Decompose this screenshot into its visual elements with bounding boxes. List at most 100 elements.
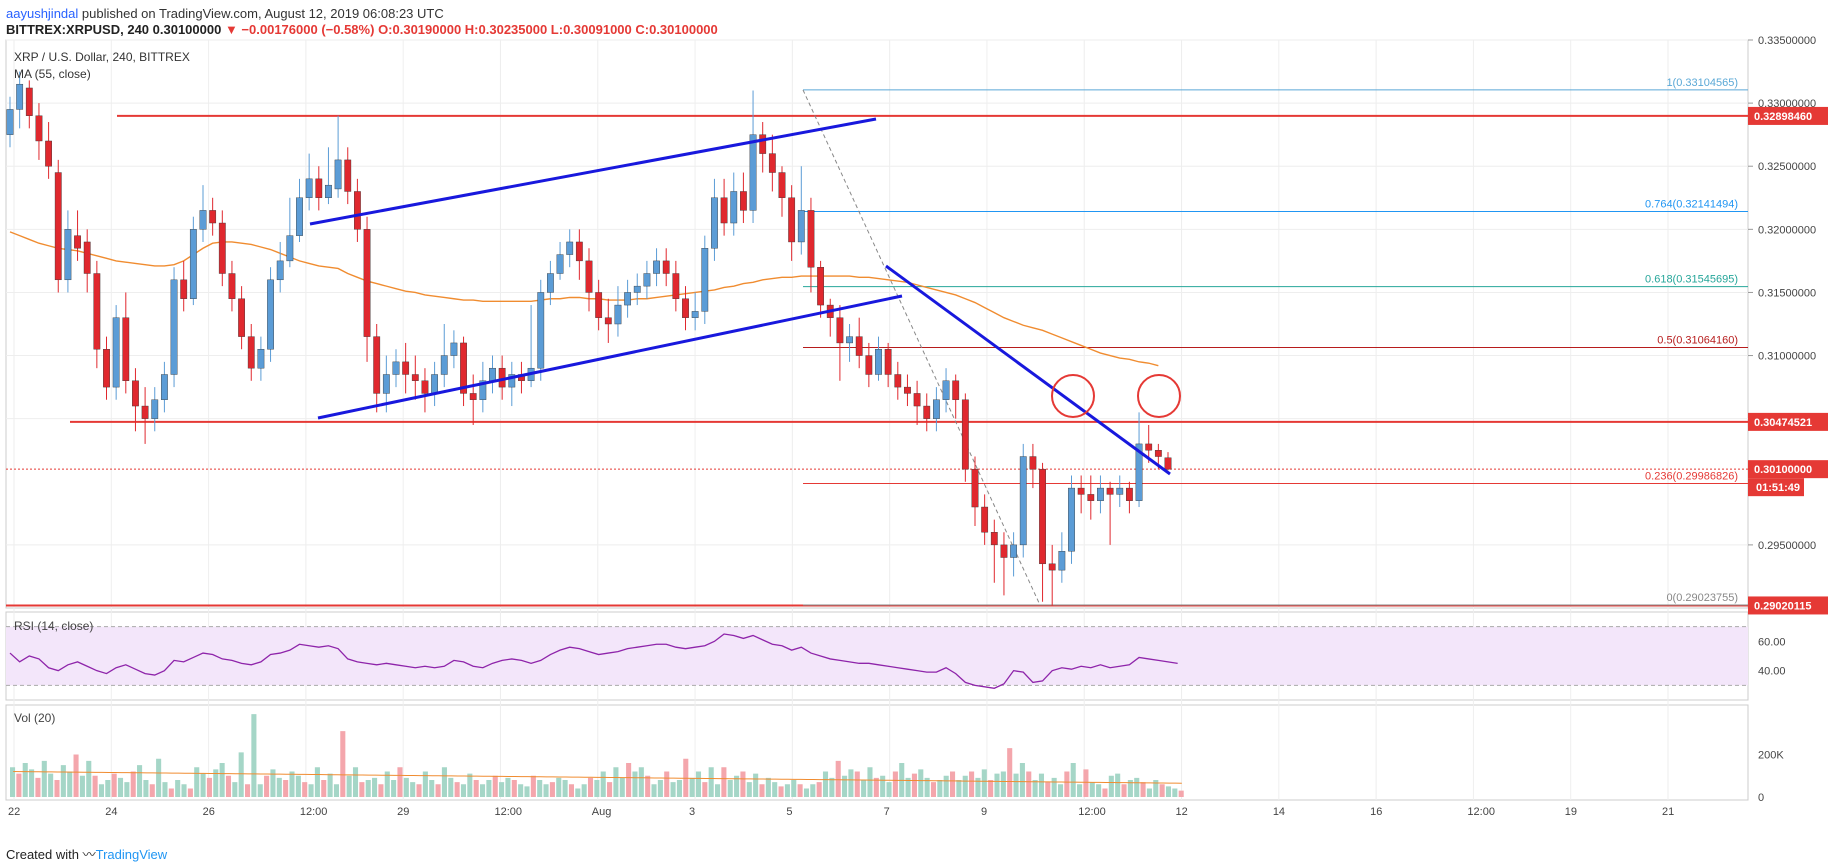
candle	[479, 361, 487, 413]
volume-bar	[784, 784, 790, 797]
x-tick-label: 24	[105, 806, 117, 818]
candle-body	[1077, 487, 1085, 495]
candle-body	[942, 380, 950, 400]
volume-bar	[740, 771, 746, 797]
volume-bar	[562, 780, 568, 797]
candle	[315, 166, 323, 211]
candle	[363, 216, 371, 362]
volume-bar	[130, 771, 136, 797]
candle	[875, 336, 882, 381]
volume-bar	[137, 765, 143, 797]
tradingview-brand[interactable]: TradingView	[95, 847, 168, 862]
candle-body	[305, 178, 313, 198]
candle	[575, 229, 583, 280]
candle	[469, 374, 477, 425]
volume-bar	[454, 782, 460, 797]
candle	[990, 519, 998, 583]
candle-body	[103, 349, 110, 388]
countdown-tag	[1748, 478, 1804, 497]
candle-body	[682, 298, 689, 318]
volume-bar	[1140, 782, 1146, 797]
candle-body	[1019, 456, 1027, 546]
candle-body	[354, 191, 361, 230]
candle	[460, 336, 467, 407]
candle-body	[971, 468, 979, 508]
candle	[633, 273, 641, 306]
volume-bar	[797, 784, 803, 797]
volume-bar	[524, 786, 530, 797]
x-tick-label: 5	[786, 806, 792, 818]
volume-bar	[187, 788, 193, 797]
volume-bar	[1013, 773, 1019, 797]
candle	[749, 90, 757, 224]
candle-body	[566, 241, 574, 255]
price-pane	[5, 39, 1749, 609]
candle	[276, 241, 284, 293]
candle-body	[537, 292, 545, 369]
candle	[720, 178, 728, 236]
volume-bar	[1121, 784, 1127, 797]
candle	[45, 122, 53, 179]
volume-bar	[480, 784, 486, 797]
volume-bar	[1026, 771, 1032, 797]
candle-body	[469, 393, 477, 400]
volume-tick-label: 0	[1758, 792, 1764, 804]
candle-body	[1087, 494, 1095, 501]
candle	[913, 380, 921, 425]
candle-body	[238, 298, 245, 337]
symbol-price: BITTREX:XRPUSD, 240 0.30100000	[6, 22, 222, 37]
candle-body	[865, 355, 873, 375]
candle	[228, 260, 236, 312]
candle-body	[35, 115, 43, 142]
volume-bar	[105, 780, 111, 797]
y-tick-label: 0.32500000	[1758, 161, 1816, 173]
candle	[740, 172, 747, 224]
volume-bar	[892, 771, 898, 797]
volume-bar	[79, 775, 85, 797]
volume-bar	[372, 777, 378, 797]
volume-bar	[530, 775, 536, 797]
candle-body	[1068, 487, 1075, 552]
volume-bar	[1070, 763, 1076, 797]
chart-title: XRP / U.S. Dollar, 240, BITTREX	[14, 50, 190, 64]
volume-bar	[149, 784, 155, 797]
candle-body	[894, 374, 902, 388]
volume-bar	[695, 771, 702, 797]
candle-body	[952, 380, 960, 400]
tradingview-logo-icon: 〰	[82, 847, 96, 862]
volume-bar	[822, 771, 829, 797]
volume-bar	[670, 782, 676, 797]
x-tick-label: 12:00	[1467, 806, 1495, 818]
candle-body	[1039, 468, 1046, 565]
candle-body	[267, 279, 274, 350]
volume-bar	[391, 780, 397, 797]
candle-body	[16, 83, 24, 110]
volume-bar	[1032, 780, 1038, 797]
volume-bar	[1172, 788, 1178, 797]
author-link[interactable]: aayushjindal	[6, 6, 79, 21]
volume-bar	[1000, 771, 1006, 797]
volume-bar	[886, 782, 892, 797]
candle-body	[633, 285, 641, 293]
volume-bar	[772, 782, 778, 797]
candle-body	[160, 374, 168, 400]
candle-body	[711, 197, 718, 249]
price-tag-label: 0.30100000	[1754, 464, 1812, 476]
volume-bar	[575, 788, 581, 797]
volume-bar	[1115, 773, 1121, 797]
candle	[25, 80, 33, 129]
price-tag	[1748, 596, 1828, 615]
volume-bar	[359, 782, 365, 797]
fib-label: 0.5(0.31064160)	[1657, 334, 1738, 346]
candle-body	[749, 134, 757, 211]
candle	[1068, 475, 1075, 564]
rsi-tick-label: 60.00	[1758, 636, 1786, 648]
candle-body	[1097, 487, 1104, 501]
volume-bar	[543, 784, 549, 797]
volume-bar	[962, 775, 968, 797]
candle-body	[122, 317, 130, 382]
volume-bar	[645, 775, 651, 797]
fib-label: 0.618(0.31545695)	[1645, 274, 1738, 286]
volume-bar	[746, 782, 752, 797]
